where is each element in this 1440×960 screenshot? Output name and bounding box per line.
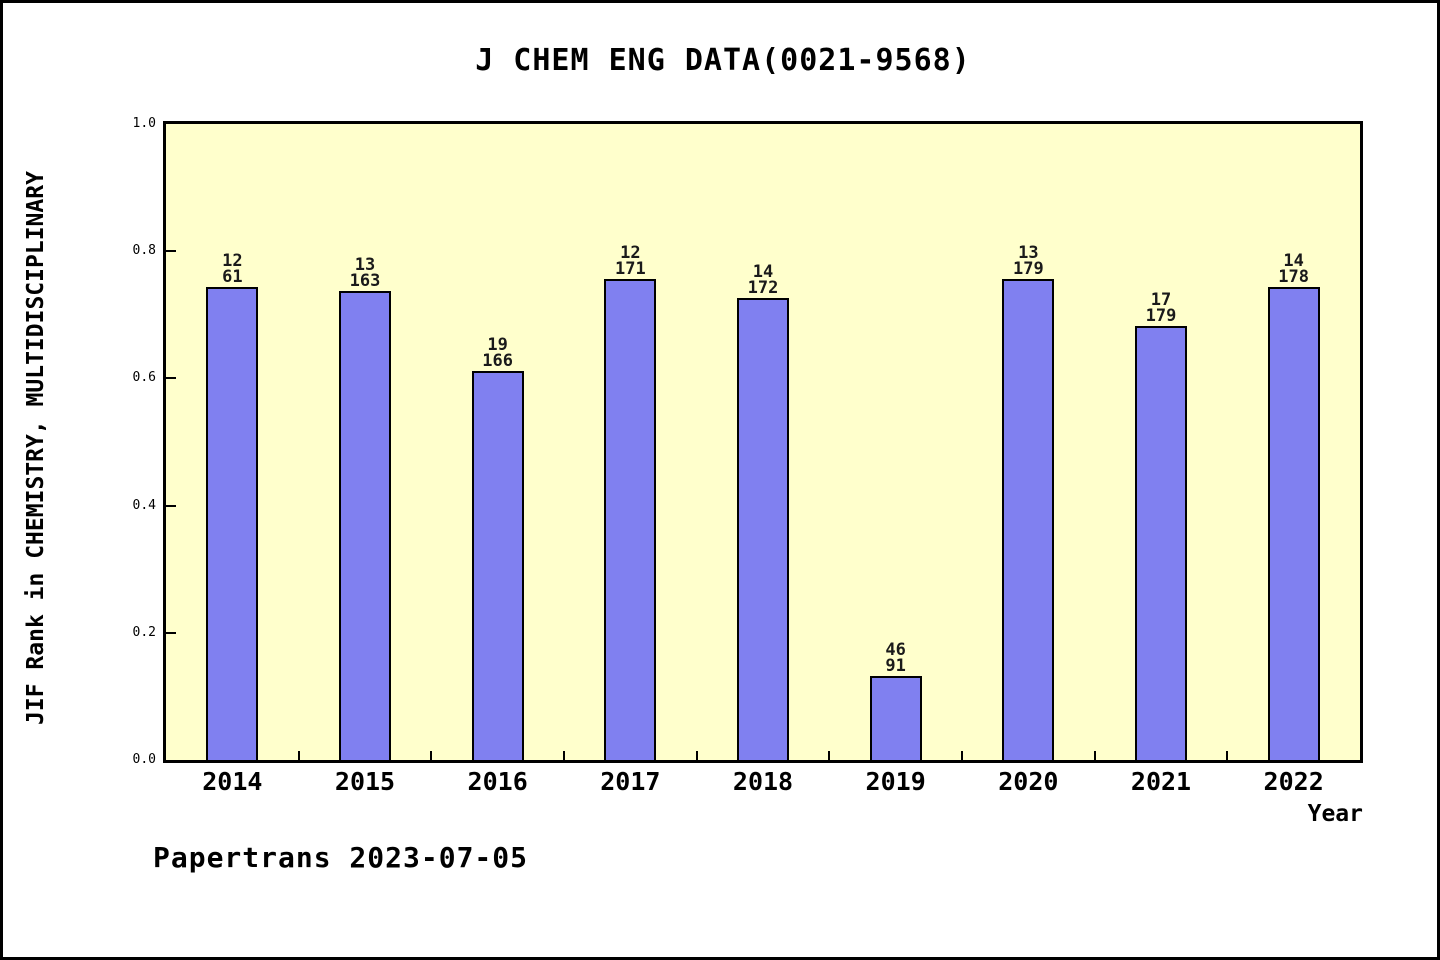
x-tick-label-2016: 2016 (467, 767, 528, 796)
bar-2022 (1267, 287, 1320, 760)
y-tick-mark (166, 377, 176, 380)
y-tick-mark (166, 250, 176, 253)
plot-area: 12 61 13 163 19 166 12 171 14 172 46 91 13 179 17 179 14… (163, 121, 1363, 763)
bar-2021 (1135, 326, 1187, 760)
y-axis-label: JIF Rank in CHEMISTRY, MULTIDISCIPLINARY (23, 171, 49, 725)
y-tick-mark (166, 631, 176, 634)
x-minor-tick (297, 751, 300, 760)
y-tick-label: 1.0 (132, 116, 156, 131)
bar-value-label: 13 163 (349, 255, 381, 291)
chart-title: J CHEM ENG DATA(0021-9568) (475, 43, 971, 78)
x-tick-label-2021: 2021 (1130, 767, 1192, 796)
bar-value-label: 12 61 (222, 251, 243, 287)
bar-value-label: 17 179 (1145, 290, 1177, 326)
x-tick-label-2019: 2019 (865, 767, 926, 796)
bar-value-label: 13 179 (1012, 243, 1044, 279)
bar-2016 (471, 371, 524, 760)
x-tick-label-2014: 2014 (202, 767, 263, 796)
bar-2017 (604, 279, 657, 760)
bar-value-label: 14 178 (1278, 251, 1310, 287)
bar-value-label: 14 172 (747, 262, 779, 298)
x-minor-tick (430, 751, 433, 760)
x-minor-tick (1226, 751, 1229, 760)
bar-2019 (869, 676, 922, 760)
y-tick-label: 0.8 (132, 243, 156, 259)
x-minor-tick (695, 751, 698, 760)
bar-value-label: 19 166 (482, 335, 514, 371)
y-tick-label: 0.6 (132, 370, 156, 386)
bar-2018 (737, 298, 789, 760)
x-minor-tick (1093, 751, 1096, 760)
x-tick-label-2015: 2015 (334, 767, 396, 796)
bar-2014 (206, 287, 259, 760)
bar-value-label: 12 171 (614, 243, 646, 279)
x-axis-label: Year (1307, 801, 1363, 827)
x-tick-label-2018: 2018 (732, 767, 794, 796)
x-tick-label-2020: 2020 (998, 767, 1059, 796)
x-minor-tick (563, 751, 565, 760)
x-minor-tick (828, 751, 831, 760)
y-tick-label: 0.2 (132, 624, 156, 640)
x-tick-label-2017: 2017 (600, 767, 661, 796)
x-minor-tick (961, 751, 963, 760)
bar-2015 (339, 291, 391, 760)
bar-2020 (1002, 279, 1055, 760)
y-tick-label: 0.0 (132, 752, 156, 767)
watermark-footer: Papertrans 2023-07-05 (153, 841, 529, 874)
x-tick-label-2022: 2022 (1263, 767, 1324, 796)
y-tick-mark (166, 504, 176, 507)
bar-value-label: 46 91 (885, 640, 906, 676)
y-tick-label: 0.4 (132, 497, 156, 513)
